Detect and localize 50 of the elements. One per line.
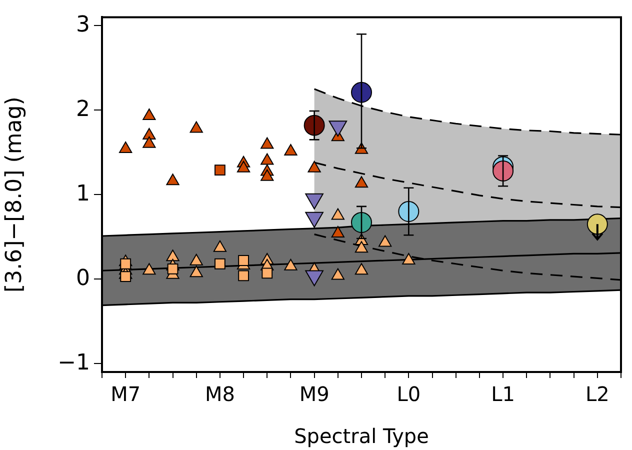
x-tick-label: M8 (204, 382, 235, 406)
point (119, 141, 132, 153)
point (331, 208, 344, 220)
point (190, 254, 203, 266)
point (167, 263, 178, 274)
point (142, 263, 156, 275)
point (260, 153, 274, 165)
x-axis-title: Spectral Type (294, 424, 429, 448)
point (142, 108, 156, 120)
point (378, 235, 392, 247)
x-tick-label: M7 (110, 382, 141, 406)
y-tick-label: 3 (76, 12, 90, 38)
point (331, 226, 344, 238)
point (120, 258, 132, 270)
point (238, 255, 249, 266)
point (260, 137, 274, 149)
point (284, 258, 298, 270)
point (331, 268, 344, 280)
point (190, 266, 203, 278)
point (142, 136, 156, 148)
point (236, 160, 250, 172)
point (262, 268, 273, 279)
point (260, 169, 274, 181)
point (354, 263, 368, 275)
point (284, 144, 298, 156)
y-tick-label: 1 (76, 181, 90, 206)
point (351, 212, 372, 233)
y-axis-title: [3.6]−[8.0] (mag) (2, 96, 27, 292)
point (308, 160, 321, 172)
point (142, 128, 156, 140)
point (586, 214, 608, 235)
point (190, 121, 203, 133)
point (213, 240, 227, 252)
x-tick-label: L0 (396, 382, 421, 406)
point (398, 200, 420, 222)
point (166, 174, 180, 186)
point (492, 160, 514, 182)
y-tick-label: 0 (76, 266, 90, 291)
point (238, 270, 249, 282)
point (120, 271, 132, 282)
point (166, 250, 180, 262)
point (354, 241, 368, 253)
point (354, 176, 368, 188)
y-tick-label: 2 (76, 96, 90, 122)
point (402, 252, 416, 264)
x-tick-label: M9 (299, 382, 330, 406)
y-tick-label: −1 (58, 350, 90, 376)
x-tick-label: L1 (491, 382, 515, 406)
x-tick-label: L2 (585, 382, 610, 406)
point (214, 258, 226, 270)
